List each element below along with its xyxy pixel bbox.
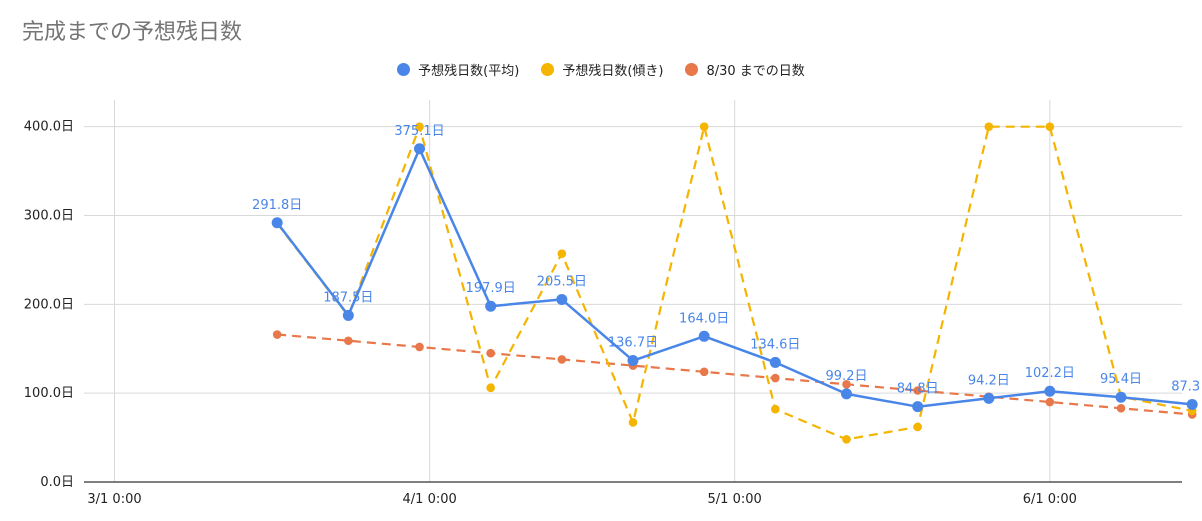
data-point-deadline (557, 355, 567, 364)
data-label: 136.7日 (608, 336, 658, 351)
legend: 予想残日数(平均) 予想残日数(傾き) 8/30 までの日数 (0, 60, 1202, 79)
data-point-avg (627, 355, 639, 367)
data-label: 197.9日 (466, 281, 516, 296)
data-label: 84.8日 (897, 382, 939, 397)
data-point-slope (913, 422, 922, 432)
y-tick-label: 200.0日 (24, 297, 74, 312)
data-point-slope (415, 122, 424, 131)
data-point-deadline (486, 348, 495, 358)
data-point-slope (699, 122, 709, 131)
legend-item-avg[interactable]: 予想残日数(平均) (397, 60, 519, 79)
x-tick-label: 5/1 0:00 (708, 492, 762, 507)
data-point-avg (414, 143, 425, 155)
data-point-deadline (699, 367, 709, 377)
series-line-deadline (277, 333, 1193, 416)
legend-label-deadline: 8/30 までの日数 (706, 64, 805, 79)
data-point-deadline (1045, 397, 1055, 407)
x-tick-label: 4/1 0:00 (403, 492, 457, 507)
data-point-deadline (1116, 403, 1126, 413)
data-point-slope (557, 249, 567, 258)
data-point-avg (769, 356, 781, 368)
data-label: 99.2日 (826, 369, 868, 384)
data-point-deadline (913, 386, 922, 395)
data-point-avg (983, 392, 995, 404)
data-label: 291.8日 (252, 198, 302, 213)
data-point-slope (842, 435, 851, 444)
data-label: 87.3日 (1171, 379, 1202, 394)
x-tick-label: 3/1 0:00 (87, 492, 141, 507)
legend-marker-slope (541, 63, 555, 76)
data-point-avg (1044, 385, 1056, 397)
data-label: 164.0日 (679, 311, 729, 326)
data-point-avg (485, 300, 497, 312)
legend-item-deadline[interactable]: 8/30 までの日数 (685, 60, 805, 79)
data-point-deadline (344, 336, 353, 346)
data-point-avg (556, 293, 568, 305)
legend-label-slope: 予想残日数(傾き) (562, 64, 664, 79)
data-point-slope (486, 383, 495, 393)
data-point-avg (342, 309, 354, 321)
series-line-avg (276, 147, 1193, 408)
data-point-deadline (842, 379, 851, 389)
data-point-slope (771, 404, 780, 414)
data-point-avg (698, 330, 710, 342)
data-point-avg (1115, 391, 1127, 403)
legend-item-slope[interactable]: 予想残日数(傾き) (541, 60, 663, 79)
data-label: 375.1日 (394, 124, 444, 139)
data-point-avg (912, 401, 924, 413)
y-tick-label: 100.0日 (24, 386, 74, 401)
data-label: 187.5日 (323, 290, 373, 305)
data-point-avg (271, 217, 283, 229)
y-tick-label: 300.0日 (24, 208, 74, 223)
legend-marker-avg (397, 63, 411, 76)
data-point-slope (628, 418, 638, 427)
data-label: 205.5日 (537, 274, 587, 289)
data-point-avg (841, 388, 852, 400)
legend-label-avg: 予想残日数(平均) (418, 64, 520, 79)
data-point-deadline (415, 342, 424, 352)
y-tick-label: 0.0日 (40, 475, 74, 490)
y-tick-label: 400.0日 (24, 120, 74, 135)
data-point-slope (1045, 122, 1055, 131)
data-label: 94.2日 (968, 373, 1010, 388)
data-label: 95.4日 (1100, 372, 1142, 387)
data-point-deadline (272, 330, 282, 339)
data-point-deadline (771, 373, 780, 383)
x-tick-label: 6/1 0:00 (1023, 492, 1077, 507)
series-line-slope (276, 125, 1193, 441)
data-point-avg (1186, 398, 1198, 410)
legend-marker-deadline (685, 63, 699, 76)
data-point-slope (984, 122, 994, 131)
data-label: 134.6日 (750, 337, 800, 352)
data-label: 102.2日 (1025, 366, 1075, 381)
chart-title: 完成までの予想残日数 (22, 20, 243, 45)
